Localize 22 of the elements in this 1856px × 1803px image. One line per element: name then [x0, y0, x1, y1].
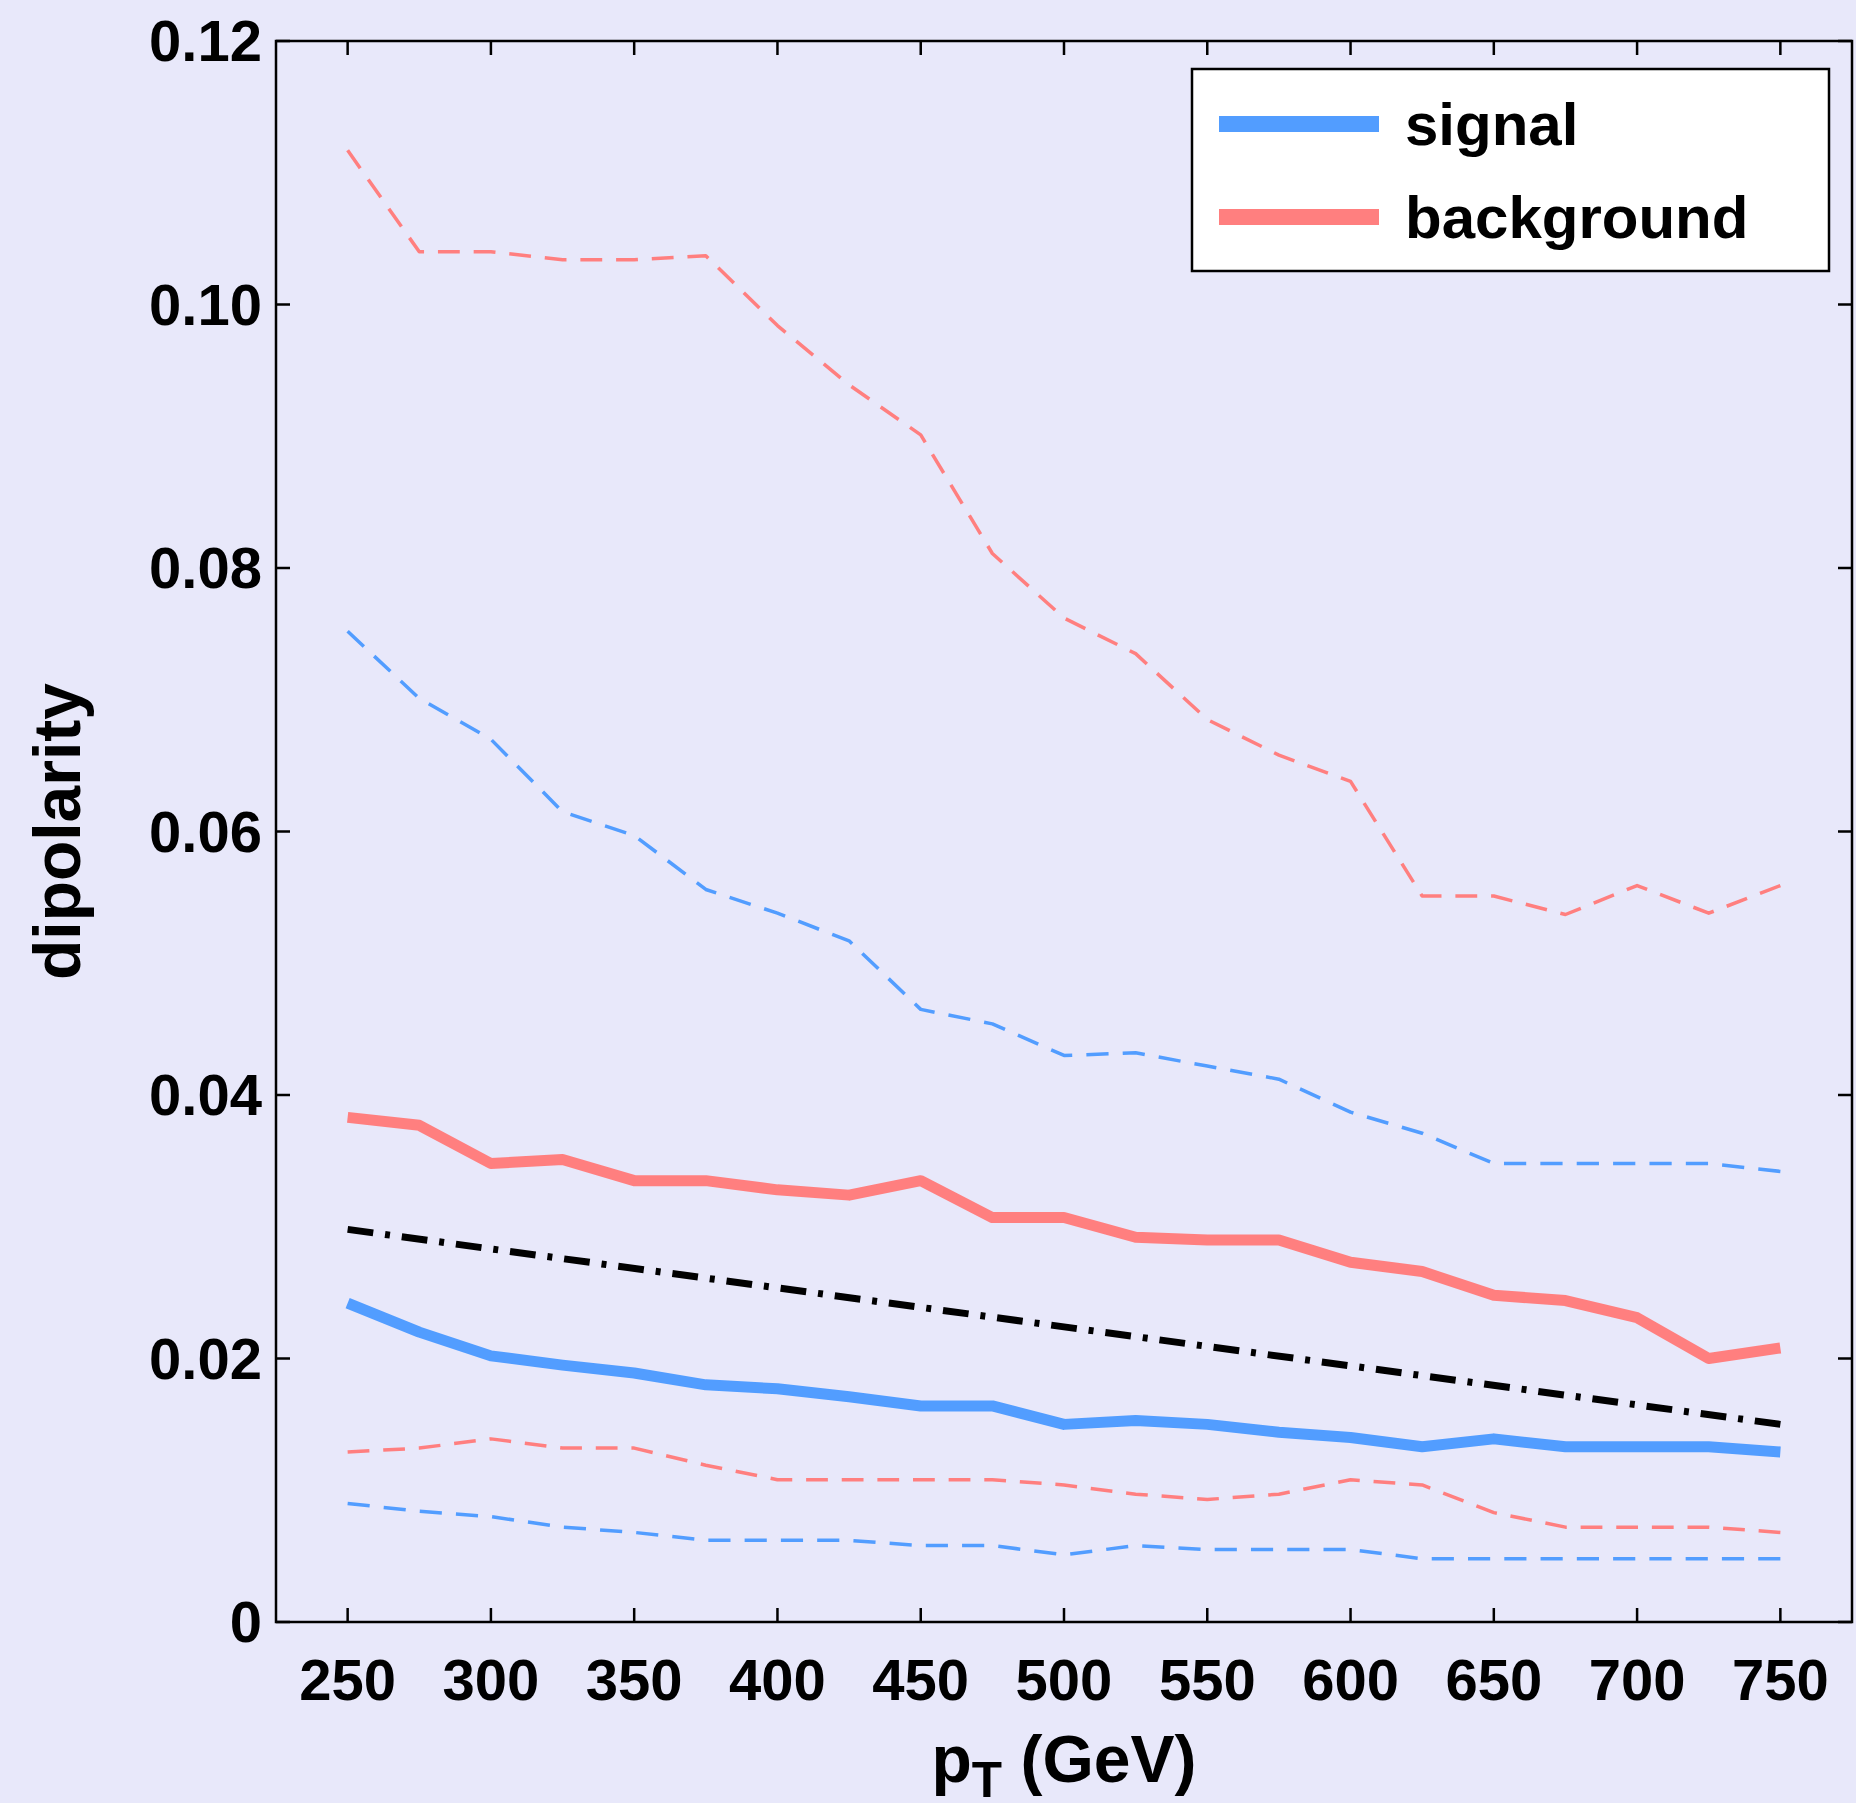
- y-axis-title: dipolarity: [20, 682, 94, 981]
- y-tick-label: 0.08: [149, 535, 262, 601]
- x-tick-label: 750: [1731, 1647, 1829, 1712]
- x-tick-label: 500: [1015, 1647, 1113, 1712]
- x-tick-label: 600: [1302, 1647, 1399, 1712]
- x-tick-label: 300: [442, 1647, 540, 1712]
- x-tick-label: 450: [872, 1647, 970, 1712]
- x-tick-label: 250: [299, 1647, 397, 1712]
- y-tick-label: 0.06: [149, 798, 262, 864]
- y-tick-label: 0.10: [149, 271, 262, 337]
- x-tick-label: 550: [1158, 1647, 1256, 1712]
- legend-label: signal: [1405, 91, 1579, 158]
- y-tick-label: 0.02: [149, 1325, 262, 1391]
- x-tick-label: 400: [729, 1647, 826, 1712]
- y-tick-label: 0.12: [149, 8, 262, 74]
- x-tick-label: 650: [1445, 1647, 1543, 1712]
- y-tick-label: 0: [229, 1589, 262, 1655]
- legend-label: background: [1405, 184, 1749, 251]
- x-axis-title: p$_{T}$ (GeV): [931, 1722, 1197, 1803]
- x-tick-label: 350: [585, 1647, 683, 1712]
- y-tick-label: 0.04: [149, 1062, 262, 1128]
- x-tick-label: 700: [1588, 1647, 1686, 1712]
